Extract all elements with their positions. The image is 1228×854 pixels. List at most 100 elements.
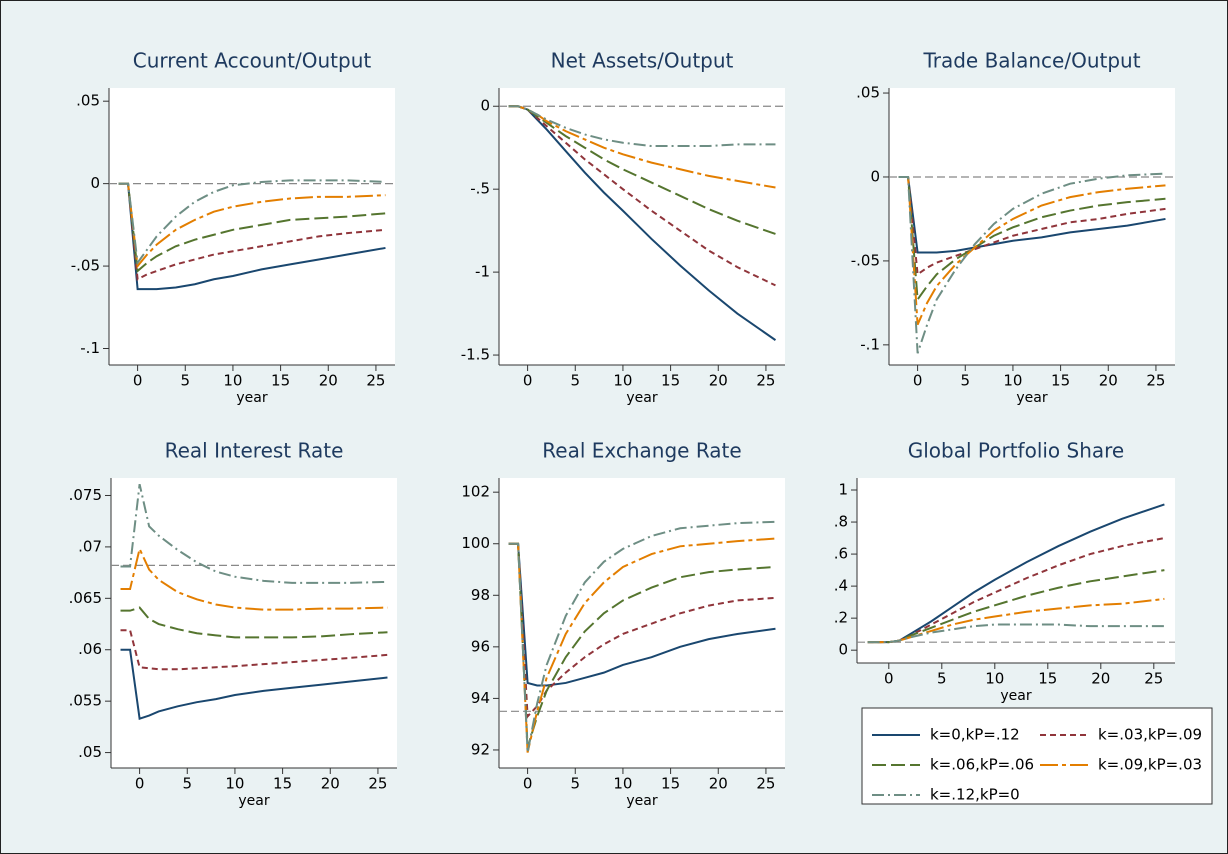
x-axis-label: year xyxy=(1016,390,1047,406)
y-tick-label: -.05 xyxy=(851,251,880,269)
x-tick-label: 0 xyxy=(133,372,143,390)
x-tick-label: 15 xyxy=(1051,372,1070,390)
y-tick-label: 0 xyxy=(870,167,880,185)
y-tick-label: -.1 xyxy=(80,339,100,357)
x-axis-label: year xyxy=(626,390,657,406)
series-line xyxy=(508,542,776,687)
legend-label: k=.03,kP=.09 xyxy=(1098,726,1202,744)
series-line xyxy=(118,182,386,291)
x-tick-label: 20 xyxy=(1091,670,1110,688)
x-tick-label: 25 xyxy=(756,775,775,793)
y-tick-label: .06 xyxy=(78,640,102,658)
y-tick-label: 92 xyxy=(471,740,490,758)
series-line xyxy=(898,175,1166,277)
legend-label: k=.06,kP=.06 xyxy=(930,756,1034,774)
x-axis-label: year xyxy=(1000,688,1031,704)
x-tick-label: 5 xyxy=(570,775,580,793)
y-tick-label: 94 xyxy=(471,689,490,707)
y-tick-label: .6 xyxy=(834,545,848,563)
series-line xyxy=(118,182,386,274)
panel: Trade Balance/Output -.1 -.05 0 .05 0 5 10 15 20 2… xyxy=(851,49,1175,406)
x-tick-label: 25 xyxy=(1144,670,1163,688)
x-tick-label: 5 xyxy=(960,372,970,390)
x-tick-label: 5 xyxy=(180,372,190,390)
y-tick-label: .2 xyxy=(834,609,848,627)
plot-area xyxy=(111,478,397,768)
y-tick-label: -1 xyxy=(475,263,490,281)
x-tick-label: 15 xyxy=(661,372,680,390)
x-tick-label: 15 xyxy=(273,775,292,793)
y-tick-label: .4 xyxy=(834,577,848,595)
y-tick-label: .07 xyxy=(78,537,102,555)
series-line xyxy=(120,483,388,584)
x-tick-label: 10 xyxy=(225,775,244,793)
x-tick-label: 15 xyxy=(271,372,290,390)
series-line xyxy=(120,545,388,611)
x-tick-label: 5 xyxy=(937,670,947,688)
x-tick-label: 0 xyxy=(523,372,533,390)
panel-title: Net Assets/Output xyxy=(551,49,734,73)
series-line xyxy=(898,175,1166,326)
y-tick-label: .05 xyxy=(76,92,100,110)
panel-title: Current Account/Output xyxy=(133,49,372,73)
y-tick-label: -.5 xyxy=(470,180,490,198)
series-line xyxy=(118,182,386,269)
x-tick-label: 25 xyxy=(366,372,385,390)
x-tick-label: 0 xyxy=(135,775,145,793)
x-tick-label: 10 xyxy=(613,372,632,390)
y-tick-label: 98 xyxy=(471,586,490,604)
y-tick-label: 96 xyxy=(471,637,490,655)
x-tick-label: 0 xyxy=(884,670,894,688)
y-tick-label: -.1 xyxy=(860,335,880,353)
series-line xyxy=(898,175,1166,303)
panel: Net Assets/Output -1.5 -1 -.5 0 0 5 10 15 20 25 yea… xyxy=(461,49,785,406)
legend-label: k=.09,kP=.03 xyxy=(1098,756,1202,774)
y-tick-label: .075 xyxy=(69,486,102,504)
x-tick-label: 25 xyxy=(368,775,387,793)
panel: Real Exchange Rate 92 94 96 98 100 102 0 5 10 15 20… xyxy=(461,439,785,809)
series-line xyxy=(118,179,386,266)
series-line xyxy=(508,542,776,719)
legend-label: k=0,kP=.12 xyxy=(930,726,1020,744)
y-tick-label: 0 xyxy=(480,97,490,115)
x-axis-label: year xyxy=(236,390,267,406)
x-tick-label: 10 xyxy=(223,372,242,390)
x-tick-label: 20 xyxy=(709,372,728,390)
x-tick-label: 20 xyxy=(1099,372,1118,390)
y-tick-label: .05 xyxy=(856,84,880,102)
x-tick-label: 10 xyxy=(985,670,1004,688)
x-axis-label: year xyxy=(238,793,269,809)
series-line xyxy=(508,520,776,753)
panel: Real Interest Rate .05 .055 .06 .065 .07 .075 0… xyxy=(69,439,397,809)
plot-area xyxy=(499,88,785,365)
legend: k=0,kP=.12 k=.03,kP=.09 k=.06,kP=.06 k=.09,… xyxy=(861,707,1213,805)
series-line xyxy=(508,105,776,235)
series-line xyxy=(120,629,388,671)
y-tick-label: 100 xyxy=(461,534,490,552)
x-tick-label: 5 xyxy=(182,775,192,793)
series-line xyxy=(508,105,776,189)
y-tick-label: 102 xyxy=(461,483,490,501)
plot-area xyxy=(889,88,1175,365)
x-axis-label: year xyxy=(626,793,657,809)
panel-title: Real Exchange Rate xyxy=(542,439,741,463)
plot-area xyxy=(499,478,785,768)
series-line xyxy=(867,623,1165,644)
y-tick-label: 0 xyxy=(838,641,848,659)
panel-title: Global Portfolio Share xyxy=(908,439,1125,463)
x-tick-label: 25 xyxy=(756,372,775,390)
series-line xyxy=(120,606,388,639)
x-tick-label: 15 xyxy=(661,775,680,793)
y-tick-label: .05 xyxy=(78,743,102,761)
x-tick-label: 10 xyxy=(613,775,632,793)
x-tick-label: 20 xyxy=(321,775,340,793)
y-tick-label: 0 xyxy=(90,174,100,192)
panel-title: Real Interest Rate xyxy=(165,439,344,463)
series-line xyxy=(508,105,776,148)
y-tick-label: .065 xyxy=(69,589,102,607)
x-tick-label: 20 xyxy=(709,775,728,793)
legend-box xyxy=(861,707,1213,805)
x-tick-label: 20 xyxy=(319,372,338,390)
